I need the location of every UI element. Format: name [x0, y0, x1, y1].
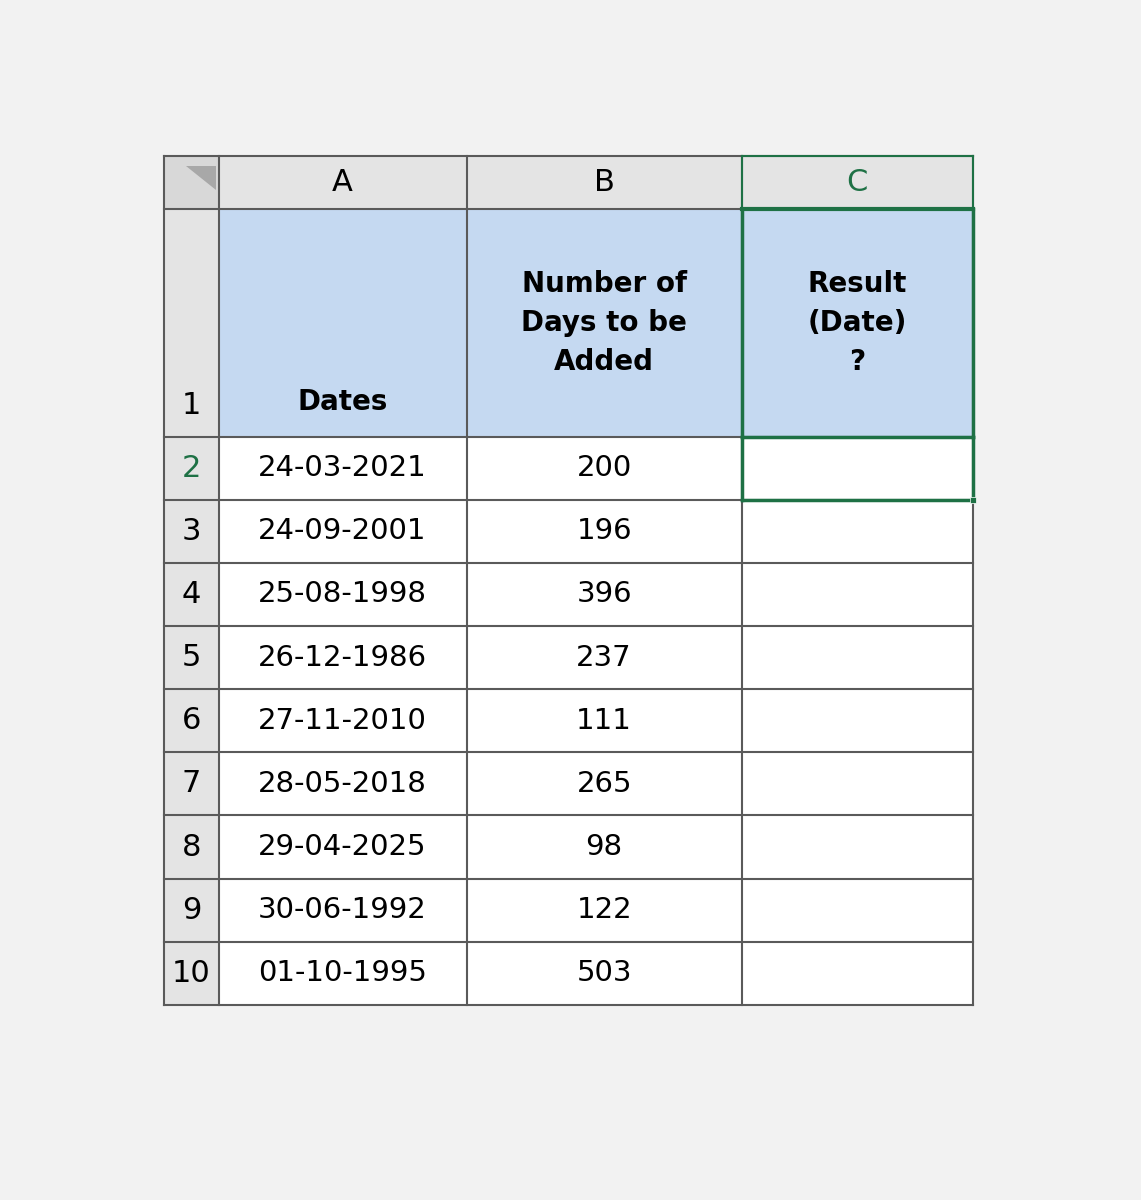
Text: 3: 3 [181, 517, 201, 546]
Text: Number of
Days to be
Added: Number of Days to be Added [521, 270, 687, 376]
Text: 24-03-2021: 24-03-2021 [258, 454, 427, 482]
Bar [742, 563, 972, 626]
Text: 28-05-2018: 28-05-2018 [258, 770, 427, 798]
Bar [164, 156, 219, 210]
Bar [219, 878, 467, 942]
Text: 29-04-2025: 29-04-2025 [258, 833, 427, 862]
Text: 4: 4 [181, 580, 201, 608]
Text: 111: 111 [576, 707, 632, 734]
Bar [742, 942, 972, 1004]
Text: 8: 8 [181, 833, 201, 862]
Bar [467, 499, 742, 563]
Bar [467, 878, 742, 942]
Text: 396: 396 [576, 581, 632, 608]
Bar [742, 437, 972, 499]
Text: 122: 122 [576, 896, 632, 924]
Bar [164, 942, 219, 1004]
Text: 27-11-2010: 27-11-2010 [258, 707, 427, 734]
Bar [164, 437, 219, 499]
Bar [742, 878, 972, 942]
Bar [467, 626, 742, 689]
Bar [219, 563, 467, 626]
Bar [219, 626, 467, 689]
Bar [164, 499, 219, 563]
Bar [219, 210, 467, 437]
Text: 24-09-2001: 24-09-2001 [258, 517, 427, 545]
Bar [742, 626, 972, 689]
Text: 5: 5 [181, 643, 201, 672]
Bar [742, 210, 972, 437]
Bar [467, 752, 742, 816]
Text: B: B [593, 168, 615, 197]
Bar [467, 437, 742, 499]
Text: 7: 7 [181, 769, 201, 798]
Bar [219, 689, 467, 752]
Bar [164, 878, 219, 942]
Bar [219, 156, 467, 210]
Text: 1: 1 [181, 390, 201, 420]
Bar [219, 437, 467, 499]
Text: 30-06-1992: 30-06-1992 [258, 896, 427, 924]
Bar [219, 499, 467, 563]
Bar [164, 626, 219, 689]
Text: 2: 2 [181, 454, 201, 482]
Bar [742, 816, 972, 878]
Text: 237: 237 [576, 643, 632, 672]
Bar [970, 497, 976, 503]
Bar [219, 942, 467, 1004]
Bar [164, 689, 219, 752]
Text: C: C [847, 168, 868, 197]
Bar [164, 563, 219, 626]
Bar [742, 499, 972, 563]
Bar [164, 210, 219, 437]
Text: 503: 503 [576, 959, 632, 988]
Text: 9: 9 [181, 895, 201, 925]
Bar [467, 942, 742, 1004]
Text: 265: 265 [576, 770, 632, 798]
Bar [164, 752, 219, 816]
Bar [467, 563, 742, 626]
Bar [742, 156, 972, 210]
Bar [742, 752, 972, 816]
Text: Dates: Dates [298, 388, 388, 416]
Text: 196: 196 [576, 517, 632, 545]
Text: 98: 98 [585, 833, 623, 862]
Bar [467, 689, 742, 752]
Text: 200: 200 [576, 454, 632, 482]
Bar [219, 752, 467, 816]
Text: 01-10-1995: 01-10-1995 [258, 959, 427, 988]
Polygon shape [186, 166, 216, 191]
Bar [219, 816, 467, 878]
Bar [164, 816, 219, 878]
Text: 10: 10 [172, 959, 211, 988]
Text: Result
(Date)
?: Result (Date) ? [808, 270, 907, 376]
Text: 26-12-1986: 26-12-1986 [258, 643, 427, 672]
Bar [467, 816, 742, 878]
Text: A: A [332, 168, 353, 197]
Bar [467, 156, 742, 210]
Text: 25-08-1998: 25-08-1998 [258, 581, 427, 608]
Text: 6: 6 [181, 707, 201, 736]
Bar [742, 689, 972, 752]
Bar [467, 210, 742, 437]
